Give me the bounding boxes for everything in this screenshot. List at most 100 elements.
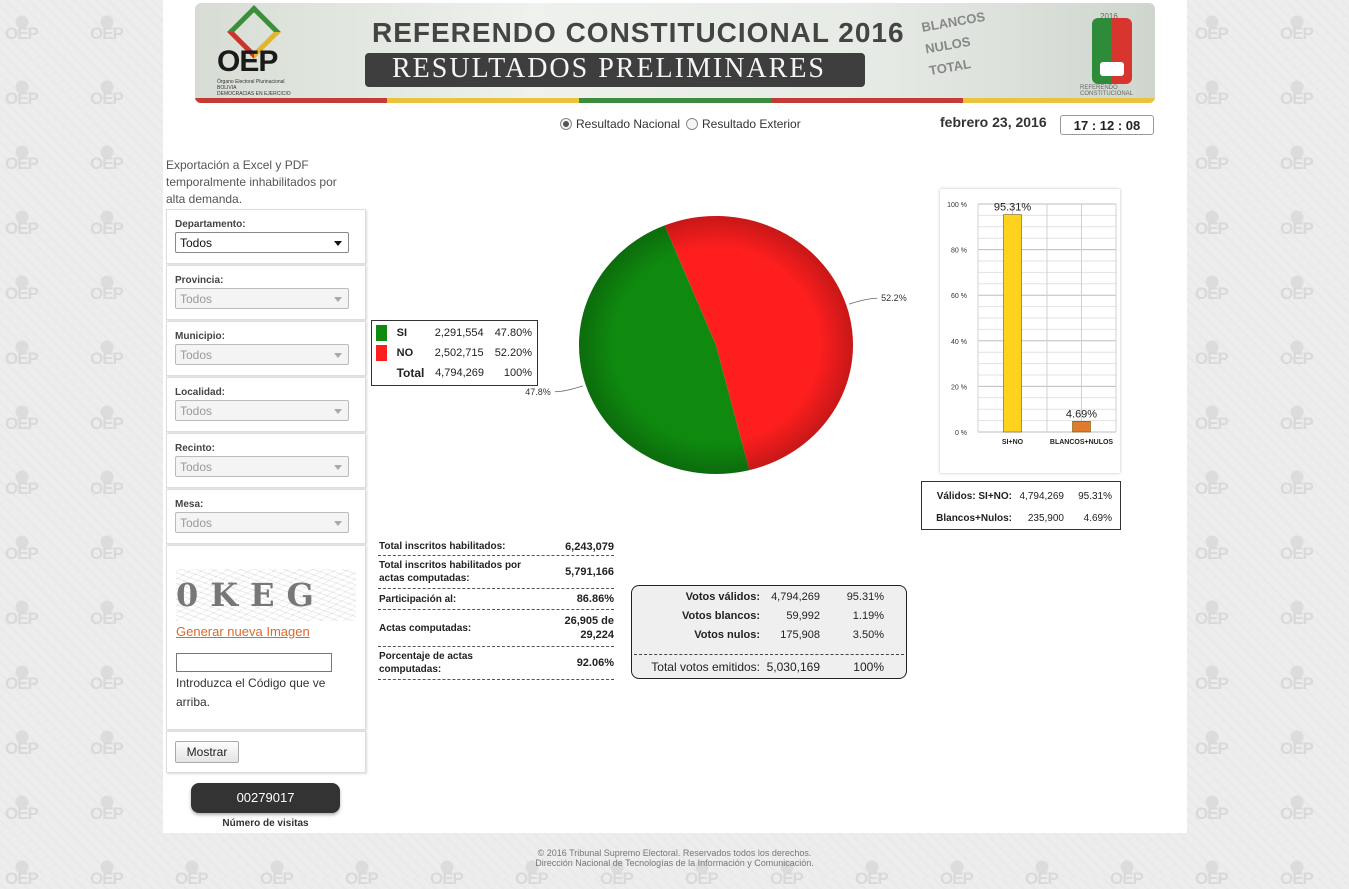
municipio-select[interactable]: Todos <box>175 344 349 365</box>
legend-votes: 2,502,715 <box>434 347 484 359</box>
regenerate-captcha-link[interactable]: Generar nueva Imagen <box>176 624 310 639</box>
votes-label: Votos válidos: <box>685 591 760 603</box>
watermark-tile: OEP <box>1280 284 1314 303</box>
stat-row: Total inscritos habilitados por actas co… <box>378 556 614 589</box>
watermark-tile: OEP <box>1280 674 1314 693</box>
legend-name: Total <box>396 366 425 380</box>
validity-pct: 95.31% <box>1078 490 1112 502</box>
pie-label-connector <box>554 385 584 393</box>
watermark-tile: OEP <box>1110 869 1144 888</box>
bar-blancos-nulos[interactable] <box>1072 421 1091 433</box>
dropdown-arrow-icon[interactable] <box>334 465 342 470</box>
pie-shading <box>579 216 853 474</box>
watermark-tile: OEP <box>1195 219 1229 238</box>
radio-unchecked-icon[interactable] <box>686 118 698 130</box>
watermark-tile: OEP <box>90 869 124 888</box>
votes-divider <box>634 654 904 655</box>
oep-logo-text: OEP <box>217 45 278 78</box>
dropdown-arrow-icon[interactable] <box>334 297 342 302</box>
radio-checked-icon[interactable] <box>560 118 572 130</box>
watermark-tile: OEP <box>345 869 379 888</box>
watermark-tile: OEP <box>1195 674 1229 693</box>
recinto-select[interactable]: Todos <box>175 456 349 477</box>
watermark-tile: OEP <box>1280 544 1314 563</box>
radio-label: Resultado Nacional <box>576 117 681 131</box>
bar-si-no[interactable] <box>1003 214 1022 433</box>
watermark-tile: OEP <box>5 544 39 563</box>
watermark-tile: OEP <box>430 869 464 888</box>
y-tick-label: 80 % <box>951 248 967 255</box>
localidad-select[interactable]: Todos <box>175 400 349 421</box>
radio-resultado-nacional[interactable]: Resultado Nacional <box>560 117 680 131</box>
legend-row-si: SI 2,291,554 47.80% <box>376 324 532 342</box>
watermark-tile: OEP <box>5 284 39 303</box>
banner-subtitle-plate <box>365 53 865 87</box>
mostrar-button[interactable]: Mostrar <box>175 741 239 763</box>
stat-value: 5,791,166 <box>565 566 614 578</box>
bar-chart: 0 % 20 % 40 % 60 % 80 % 100 % 95.31% SI+NO 4.69%… <box>947 202 1117 446</box>
dropdown-arrow-icon[interactable] <box>334 353 342 358</box>
watermark-tile: OEP <box>90 609 124 628</box>
filter-label: Departamento: <box>175 219 246 230</box>
watermark-tile: OEP <box>5 479 39 498</box>
watermark-tile: OEP <box>90 89 124 108</box>
watermark-tile: OEP <box>1280 89 1314 108</box>
watermark-tile: OEP <box>685 869 719 888</box>
select-value: Todos <box>180 516 213 530</box>
watermark-tile: OEP <box>90 804 124 823</box>
watermark-tile: OEP <box>1195 284 1229 303</box>
votes-summary: Votos válidos: 4,794,269 95.31% Votos bl… <box>631 585 907 679</box>
mesa-select[interactable]: Todos <box>175 512 349 533</box>
watermark-tile: OEP <box>515 869 549 888</box>
watermark-tile: OEP <box>90 219 124 238</box>
legend-row-no: NO 2,502,715 52.20% <box>376 344 532 362</box>
votes-pct: 1.19% <box>852 610 884 622</box>
visit-counter-label: Número de visitas <box>222 818 309 829</box>
flag-label: REFERENDO CONSTITUCIONAL <box>1080 85 1134 97</box>
referendum-flag-icon <box>1092 18 1132 84</box>
pie-data-label: 52.2% <box>881 293 907 303</box>
oep-logo-org: Órgano Electoral Plurinacional BOLIVIA <box>217 79 285 91</box>
clock: 17 : 12 : 08 <box>1060 115 1154 135</box>
watermark-tile: OEP <box>5 24 39 43</box>
legend-row-total: Total 4,794,269 100% <box>376 364 532 382</box>
votes-row: Votos blancos: 59,992 1.19% <box>632 607 906 625</box>
votes-pct: 3.50% <box>852 629 884 641</box>
dropdown-arrow-icon[interactable] <box>334 409 342 414</box>
stat-value: 6,243,079 <box>565 540 614 553</box>
watermark-tile: OEP <box>5 154 39 173</box>
y-tick-label: 20 % <box>951 384 967 391</box>
stat-row: Total inscritos habilitados: 6,243,079 <box>378 538 614 556</box>
watermark-tile: OEP <box>1195 24 1229 43</box>
filter-departamento: Departamento: Todos <box>166 209 366 264</box>
dropdown-arrow-icon[interactable] <box>334 241 342 246</box>
footer-department: Dirección Nacional de Tecnologías de la … <box>535 858 814 868</box>
legend-pct: 52.20% <box>494 347 532 359</box>
watermark-tile: OEP <box>90 24 124 43</box>
watermark-tile: OEP <box>1195 804 1229 823</box>
watermark-tile: OEP <box>90 349 124 368</box>
y-tick-label: 0 % <box>955 430 967 437</box>
y-tick-label: 40 % <box>951 339 967 346</box>
legend-name: SI <box>396 327 408 339</box>
departamento-select[interactable]: Todos <box>175 232 349 253</box>
provincia-select[interactable]: Todos <box>175 288 349 309</box>
stat-value: 26,905 de 29,224 <box>564 615 614 641</box>
watermark-tile: OEP <box>855 869 889 888</box>
watermark-tile: OEP <box>5 804 39 823</box>
filter-label: Localidad: <box>175 387 226 398</box>
legend-pct: 100% <box>503 367 532 379</box>
legend-name: NO <box>396 347 414 359</box>
watermark-tile: OEP <box>5 89 39 108</box>
watermark-tile: OEP <box>1025 869 1059 888</box>
watermark-tile: OEP <box>1195 544 1229 563</box>
watermark-tile: OEP <box>5 414 39 433</box>
radio-resultado-exterior[interactable]: Resultado Exterior <box>686 117 801 131</box>
captcha-code-input[interactable] <box>176 653 332 672</box>
select-value: Todos <box>180 292 213 306</box>
watermark-tile: OEP <box>1280 869 1314 888</box>
pie-chart: 47.8% 52.2% <box>525 216 907 474</box>
current-date: febrero 23, 2016 <box>940 114 1047 130</box>
stat-label: Porcentaje de actas computadas: <box>379 651 473 675</box>
dropdown-arrow-icon[interactable] <box>334 521 342 526</box>
